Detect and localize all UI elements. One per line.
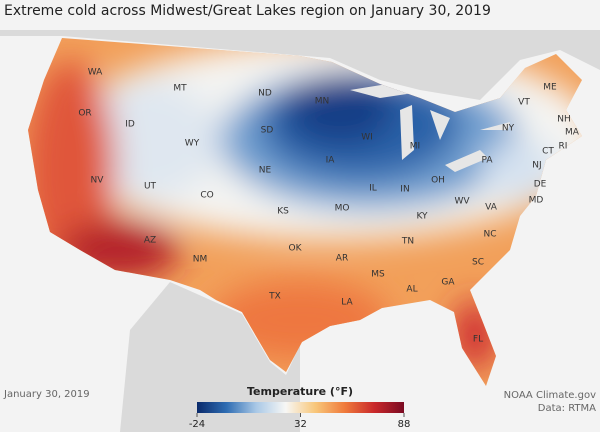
state-label: MS [371, 270, 385, 280]
state-label: WI [361, 133, 373, 143]
state-label: NH [557, 115, 571, 125]
state-label: MN [315, 97, 330, 107]
state-label: KS [277, 207, 289, 217]
state-label: SC [472, 258, 484, 268]
credit: Data: RTMA [538, 403, 596, 414]
state-label: TX [268, 292, 281, 302]
state-label: OK [289, 244, 303, 254]
canada [0, 30, 600, 100]
colorbar-tick-label: 88 [398, 419, 411, 430]
state-labels: WA OR ID MT WY NV UT CO AZ NM ND SD NE KS OK TX MN IA MO AR… [78, 68, 579, 345]
credit: NOAA Climate.gov [504, 390, 596, 401]
state-label: ME [543, 83, 557, 93]
state-label: IL [369, 184, 377, 194]
state-label: IA [326, 156, 336, 166]
state-label: VT [518, 98, 530, 108]
state-label: DE [534, 180, 547, 190]
mexico [120, 282, 300, 432]
state-label: LA [341, 298, 353, 308]
state-label: UT [144, 182, 157, 192]
state-label: CO [200, 191, 213, 201]
state-label: OR [78, 109, 91, 119]
state-label: MI [410, 142, 420, 152]
state-label: NM [193, 255, 208, 265]
state-label: MA [565, 128, 580, 138]
state-label: WA [88, 68, 103, 78]
state-label: KY [416, 212, 428, 222]
map-date: January 30, 2019 [3, 389, 90, 400]
state-label: ID [125, 120, 135, 130]
colorbar [197, 402, 404, 413]
state-label: WV [454, 197, 470, 207]
state-label: NC [483, 230, 496, 240]
state-label: AZ [144, 236, 156, 246]
state-label: WY [185, 139, 200, 149]
colorbar-ticks: -24 32 88 [189, 413, 411, 430]
state-label: CT [542, 147, 554, 157]
state-label: VA [485, 203, 498, 213]
map-title: Extreme cold across Midwest/Great Lakes … [4, 3, 491, 19]
state-label: OH [431, 176, 445, 186]
state-label: NY [502, 124, 515, 134]
state-label: PA [481, 156, 493, 166]
state-label: NV [91, 176, 105, 186]
state-label: RI [559, 142, 568, 152]
state-label: MT [173, 84, 187, 94]
colorbar-tick-label: 32 [294, 419, 307, 430]
state-label: SD [261, 126, 274, 136]
legend-title: Temperature (°F) [247, 385, 353, 398]
state-label: AL [406, 285, 417, 295]
state-label: NJ [532, 161, 541, 171]
state-label: GA [441, 278, 455, 288]
state-label: IN [400, 185, 409, 195]
state-label: FL [473, 335, 483, 345]
state-label: AR [336, 254, 348, 264]
state-label: MO [335, 204, 350, 214]
state-label: NE [259, 166, 272, 176]
state-label: TN [401, 237, 414, 247]
state-label: ND [258, 89, 272, 99]
state-label: MD [529, 196, 544, 206]
colorbar-tick-label: -24 [189, 419, 205, 430]
